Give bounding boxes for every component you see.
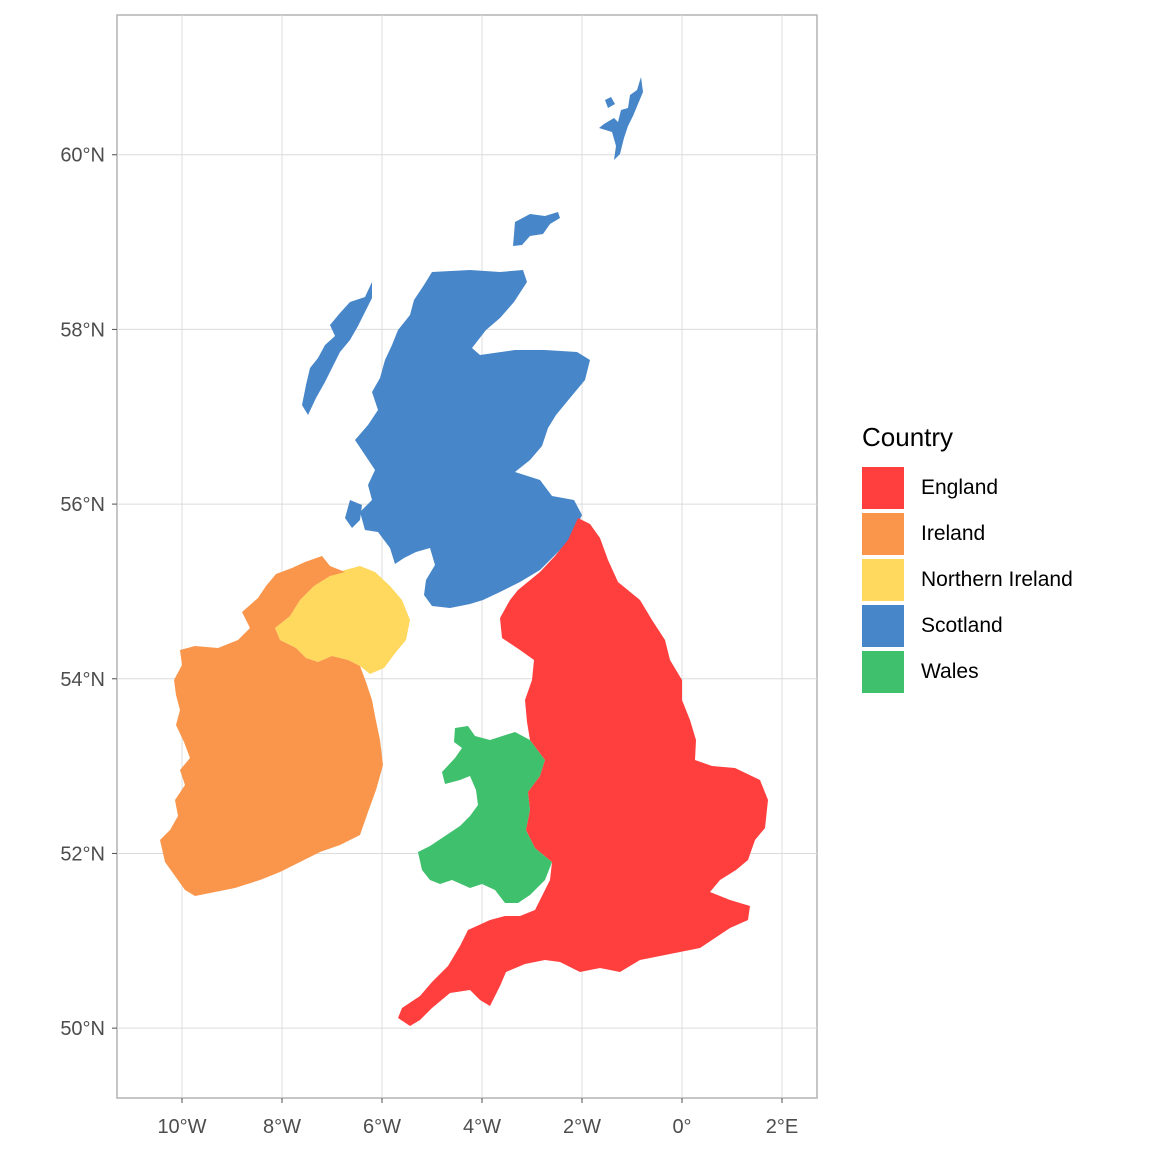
legend-swatch-england — [862, 467, 904, 509]
y-tick-label: 52°N — [60, 843, 105, 865]
legend-item-scotland: Scotland — [862, 603, 1073, 649]
legend-swatch-northern-ireland — [862, 559, 904, 601]
region-england[interactable] — [398, 518, 768, 1026]
region-scotland[interactable] — [302, 77, 643, 608]
x-tick-label: 0° — [672, 1116, 691, 1138]
x-tick-label: 10°W — [157, 1116, 206, 1138]
y-tick-label: 58°N — [60, 319, 105, 341]
x-tick-label: 2°W — [563, 1116, 601, 1138]
legend-label-northern-ireland: Northern Ireland — [921, 568, 1073, 591]
region-wales[interactable] — [418, 726, 552, 903]
y-tick-label: 50°N — [60, 1018, 105, 1040]
x-tick-label: 4°W — [463, 1116, 501, 1138]
legend-label-scotland: Scotland — [921, 614, 1003, 637]
legend-label-england: England — [921, 476, 999, 499]
legend-label-wales: Wales — [921, 660, 979, 683]
legend-title: Country — [862, 422, 954, 452]
legend-item-england: England — [862, 465, 1073, 511]
regions — [160, 77, 768, 1026]
region-northern-ireland[interactable] — [275, 566, 410, 674]
region-ireland[interactable] — [160, 556, 383, 896]
y-tick-label: 60°N — [60, 145, 105, 167]
legend-item-wales: Wales — [862, 649, 1073, 695]
legend-label-ireland: Ireland — [921, 522, 986, 545]
tick-labels: 10°W 8°W 6°W 4°W 2°W 0° 2°E 60°N 58°N 56°N 54°N 52°… — [60, 145, 798, 1138]
y-tick-label: 54°N — [60, 669, 105, 691]
legend-swatch-wales — [862, 651, 904, 693]
y-tick-label: 56°N — [60, 494, 105, 516]
legend: Country England Ireland Northern Ireland… — [862, 422, 1073, 695]
legend-swatch-ireland — [862, 513, 904, 555]
legend-item-ireland: Ireland — [862, 511, 1073, 557]
x-tick-label: 8°W — [263, 1116, 301, 1138]
legend-swatch-scotland — [862, 605, 904, 647]
x-tick-label: 2°E — [766, 1116, 798, 1138]
legend-item-northern-ireland: Northern Ireland — [862, 557, 1073, 603]
x-tick-label: 6°W — [363, 1116, 401, 1138]
